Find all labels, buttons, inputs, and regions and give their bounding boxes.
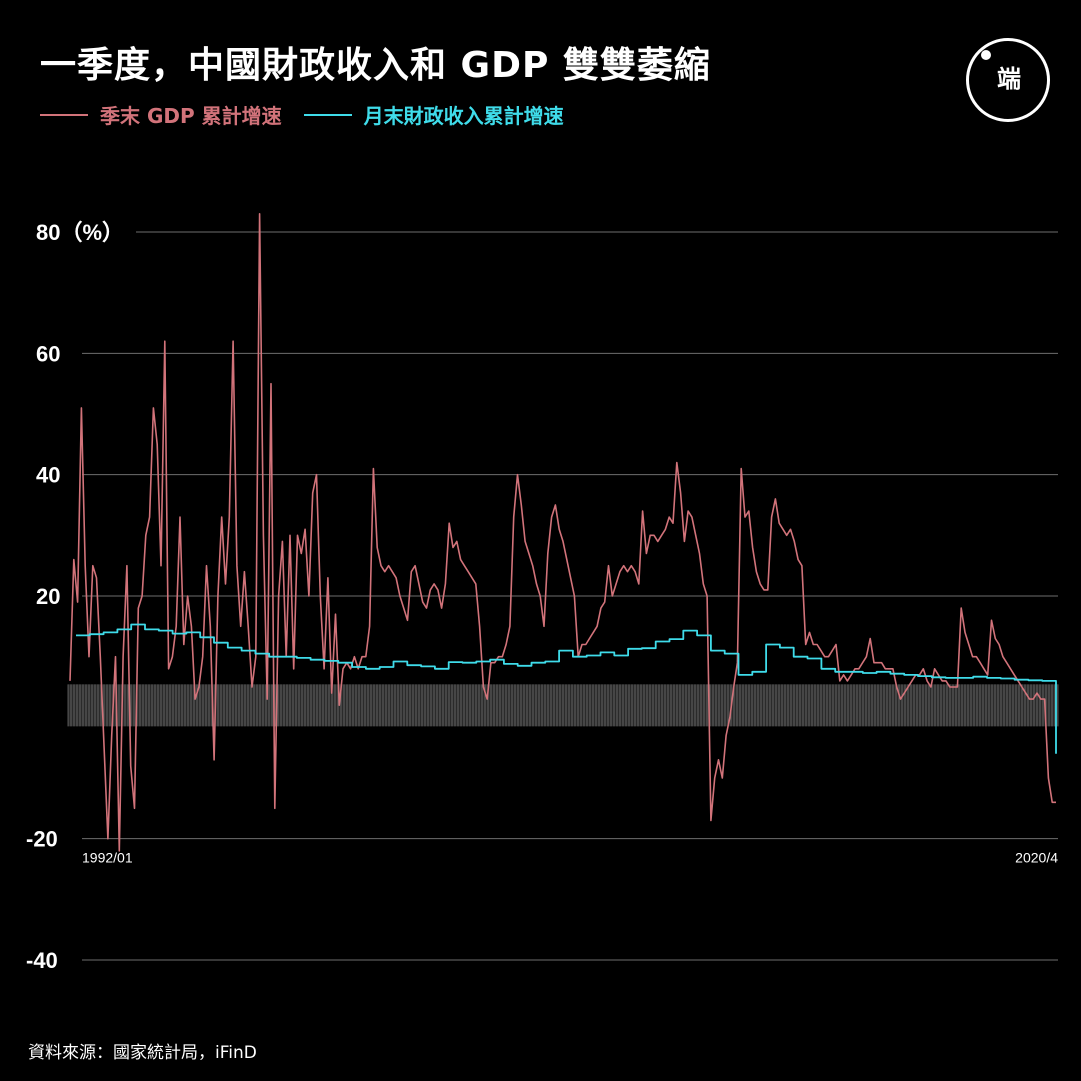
logo-dot	[981, 50, 991, 60]
legend: 季末 GDP 累計增速 月末財政收入累計增速	[40, 100, 586, 129]
legend-label-gdp: 季末 GDP 累計增速	[100, 104, 282, 128]
source-note: 資料來源：國家統計局，iFinD	[28, 1043, 257, 1063]
y-tick-label-60: 60	[36, 341, 60, 366]
series-line-gdp	[69, 213, 1056, 852]
series-line-fiscal	[76, 623, 1057, 754]
logo: 端	[966, 38, 1050, 122]
legend-label-fiscal: 月末財政收入累計增速	[363, 104, 564, 128]
y-tick-label-40: 40	[36, 463, 60, 488]
legend-swatch-gdp	[40, 113, 88, 116]
y-tick-label-80: 80（%）	[36, 220, 124, 245]
legend-item-fiscal: 月末財政收入累計增速	[303, 100, 564, 129]
legend-item-gdp: 季末 GDP 累計增速	[40, 100, 282, 129]
logo-text: 端	[997, 65, 1021, 93]
chart-title: 一季度，中國財政收入和 GDP 雙雙萎縮	[40, 45, 711, 86]
x-tick-label-end: 2020/4	[1015, 850, 1058, 866]
y-tick-label--20: -20	[26, 827, 58, 852]
zero-band	[67, 684, 1059, 727]
x-tick-label-start: 1992/01	[82, 850, 133, 866]
y-tick-label-20: 20	[36, 584, 60, 609]
legend-swatch-fiscal	[303, 113, 352, 116]
y-tick-label--40: -40	[26, 948, 58, 973]
